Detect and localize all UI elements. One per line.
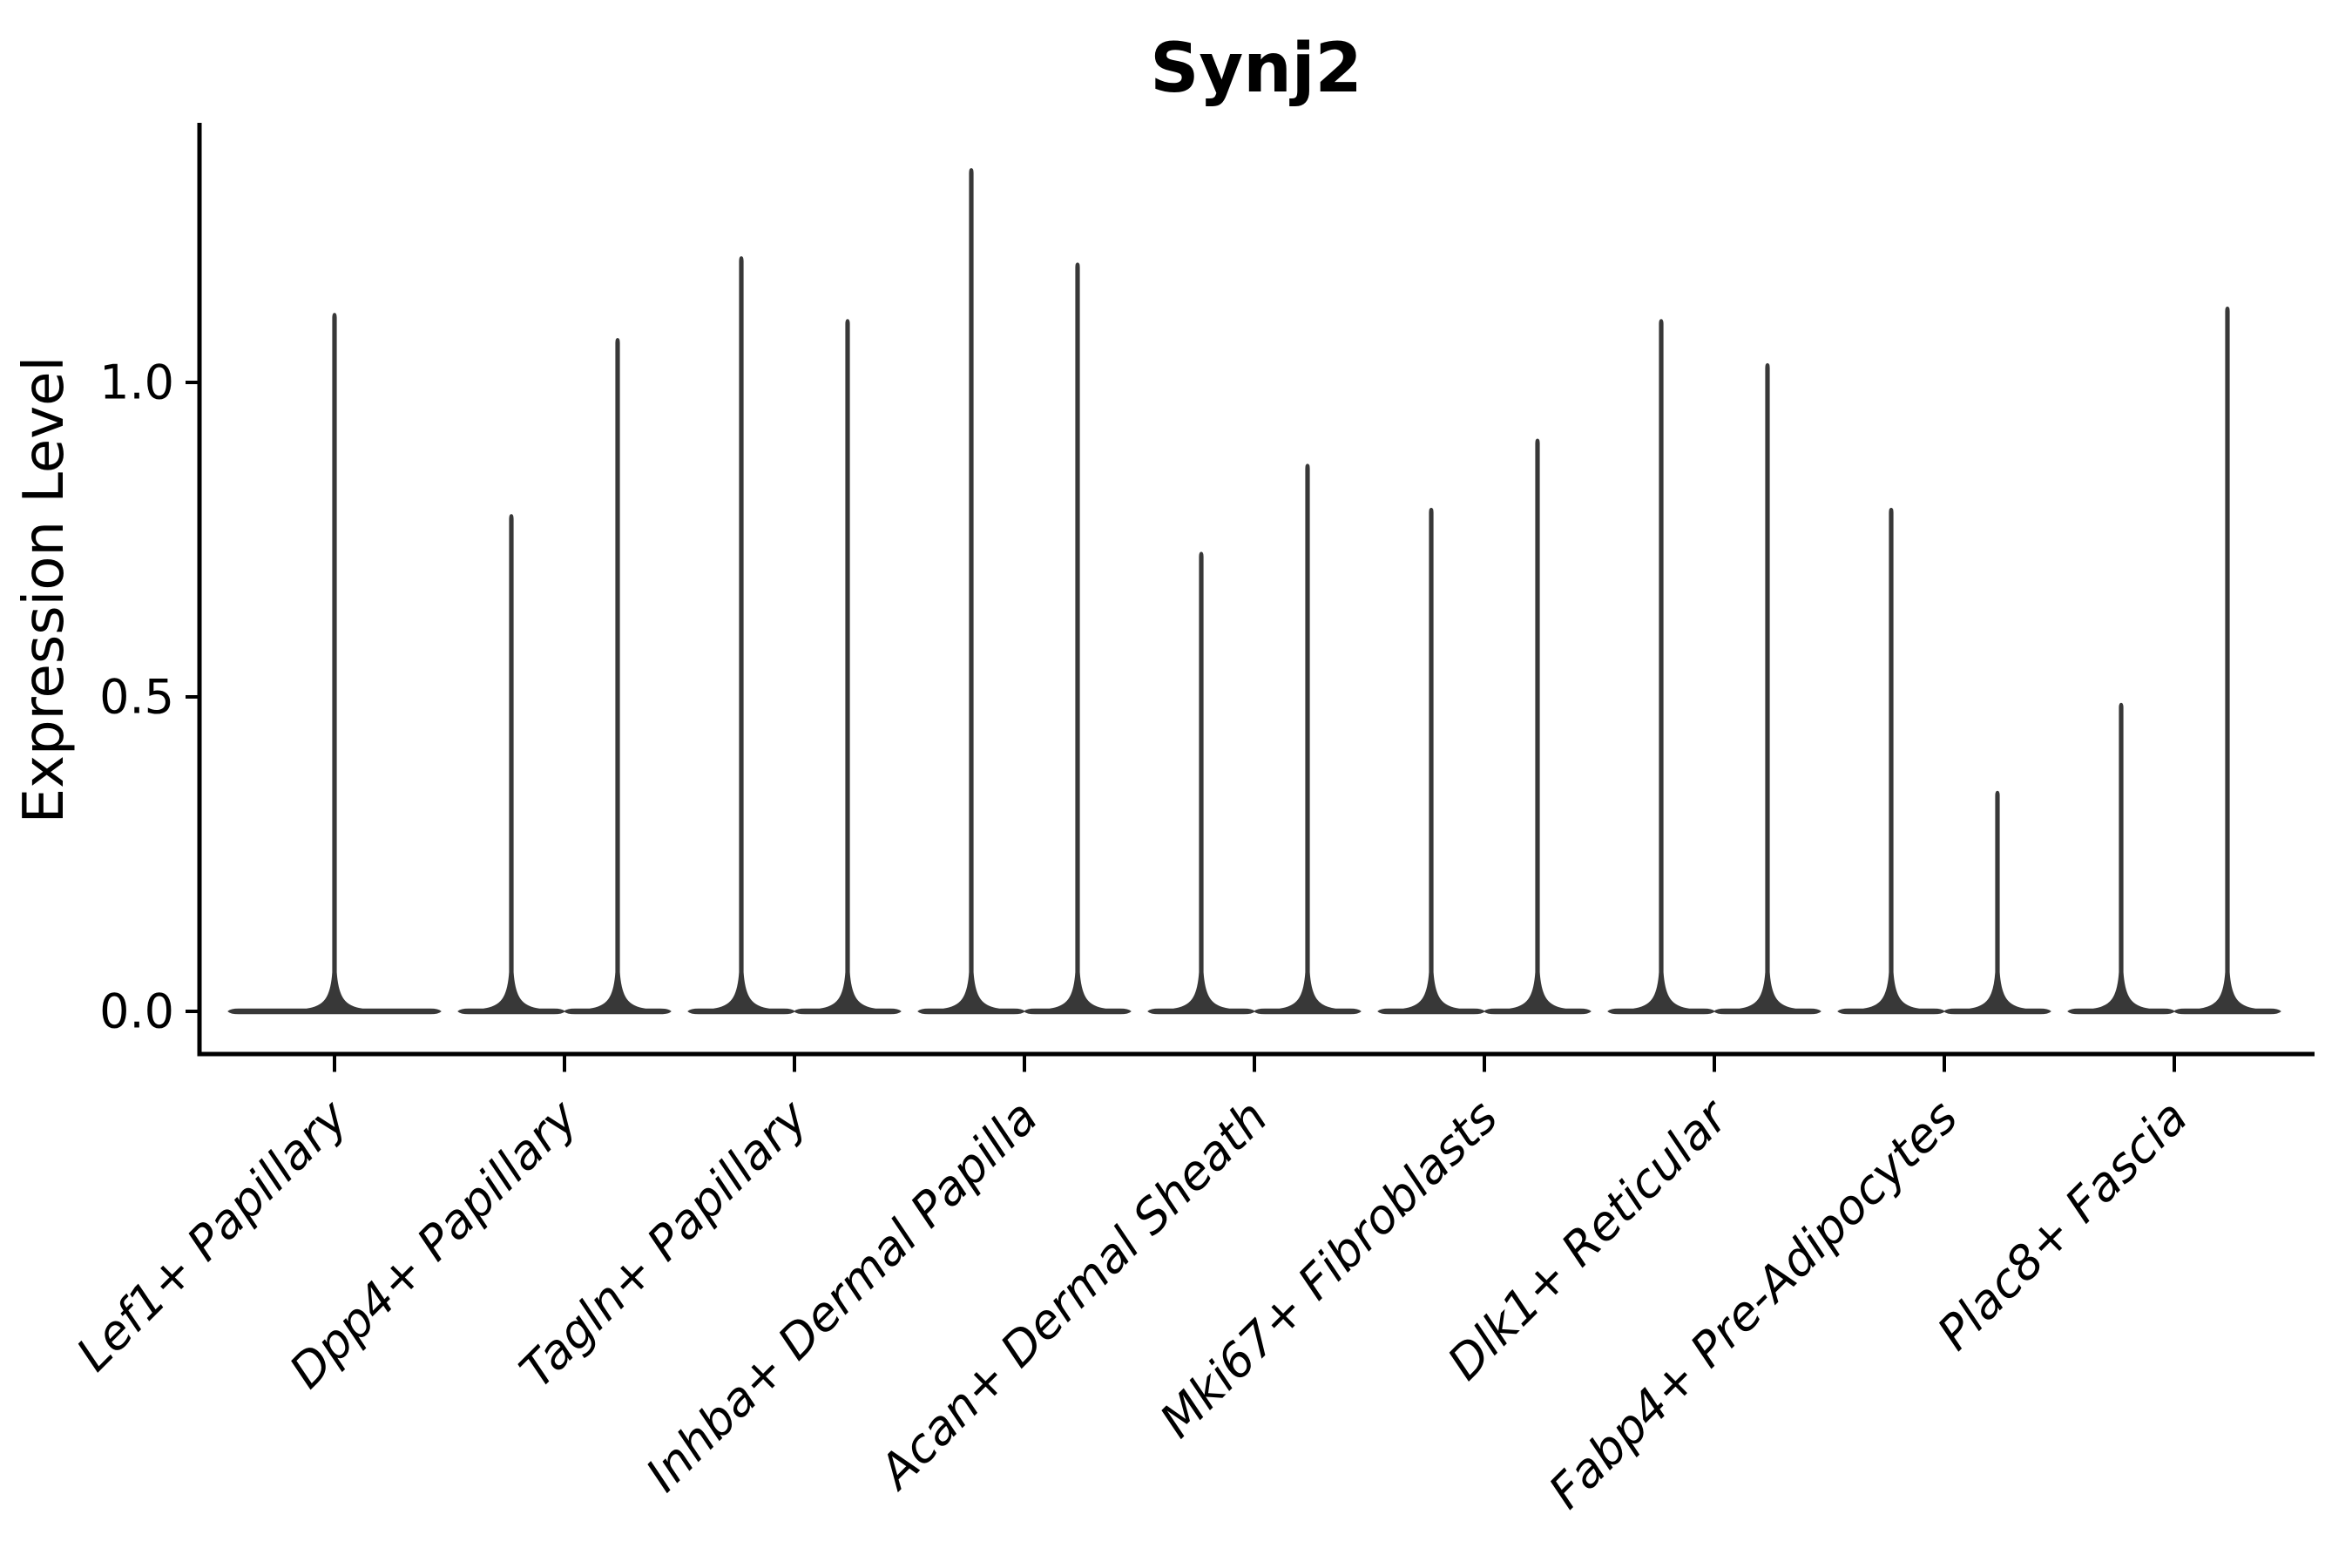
y-tick-label: 1.0	[99, 355, 174, 410]
x-tick-label: Plac8+ Fascia	[1927, 1090, 2198, 1361]
x-tick-label: Acan+ Dermal Sheath	[867, 1090, 1278, 1501]
violin-shape-left	[917, 168, 1025, 1015]
y-tick-label: 0.0	[99, 984, 174, 1039]
y-axis-label: Expression Level	[12, 356, 77, 824]
violin-shape-right	[1484, 438, 1592, 1015]
violin-shape-left	[1607, 319, 1715, 1015]
x-tick-label: Fabp4+ Pre-Adipocytes	[1538, 1090, 1968, 1519]
violin-shape-left	[457, 514, 565, 1015]
violin-shape-left	[1147, 551, 1255, 1015]
violin-shape-left	[1837, 507, 1945, 1015]
violins-layer	[227, 168, 2281, 1015]
violin-shape-left	[1377, 507, 1485, 1015]
axes-layer	[186, 123, 2315, 1072]
violin-shape-right	[794, 319, 902, 1015]
violin-shape-right	[564, 337, 672, 1015]
violin-shape-left	[2067, 702, 2175, 1015]
chart-title: Synj2	[1150, 30, 1362, 108]
violin-shape-right	[2173, 306, 2281, 1015]
violin-shape-left	[687, 256, 795, 1015]
violin-shape-right	[1943, 790, 2051, 1015]
violin-shape-right	[1254, 463, 1362, 1015]
y-tick-label: 0.5	[99, 670, 174, 725]
x-tick-label: Inhba+ Dermal Papilla	[635, 1090, 1048, 1503]
violin-shape-right	[1713, 362, 1821, 1015]
violin-shape	[227, 313, 442, 1015]
violin-shape-right	[1024, 262, 1132, 1015]
